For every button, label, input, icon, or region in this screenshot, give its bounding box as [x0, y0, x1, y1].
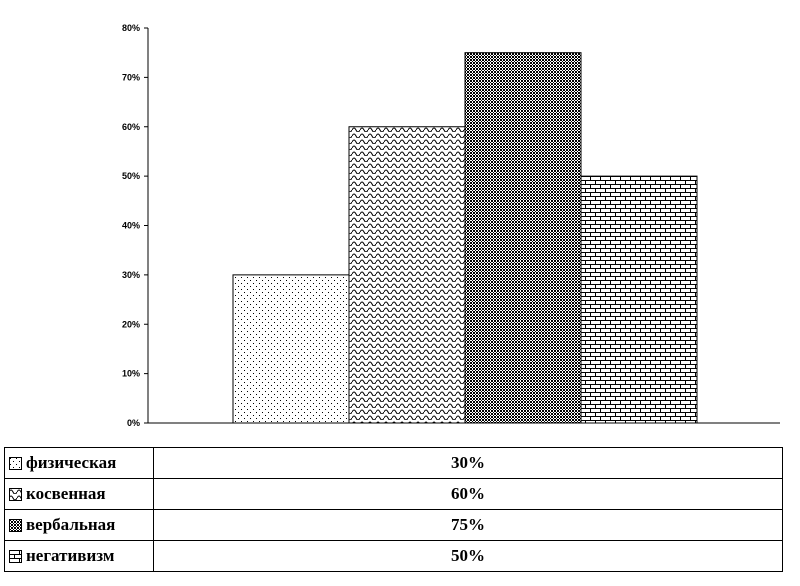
y-tick-label: 10% [122, 369, 140, 379]
y-tick-label: 0% [127, 418, 140, 428]
y-tick-label: 70% [122, 72, 140, 82]
table-row: косвенная 60% [4, 478, 783, 510]
table-row: вербальная 75% [4, 509, 783, 541]
y-tick-label: 80% [122, 23, 140, 33]
legend-cell-verbal: вербальная [4, 509, 154, 541]
row-label: физическая [26, 453, 117, 472]
y-tick-label: 20% [122, 319, 140, 329]
legend-key-dots [9, 456, 22, 470]
row-value: 75% [153, 509, 783, 541]
legend-cell-negativism: негативизм [4, 540, 154, 572]
bar-3 [464, 52, 582, 424]
row-label: негативизм [26, 546, 115, 565]
row-label: вербальная [26, 515, 116, 534]
row-label: косвенная [26, 484, 106, 503]
y-axis-ticks: 0% 10% 20% 30% 40% 50% 60% 70% 80% [122, 23, 148, 428]
bar-4 [580, 175, 698, 424]
data-table: физическая 30% косвенная 60% вербальная … [4, 447, 783, 572]
y-tick-label: 40% [122, 221, 140, 231]
bar-chart: 0% 10% 20% 30% 40% 50% 60% 70% 80% [122, 23, 780, 428]
table-row: физическая 30% [4, 447, 783, 479]
legend-cell-indirect: косвенная [4, 478, 154, 510]
legend-key-bricks [9, 549, 22, 563]
y-tick-label: 60% [122, 122, 140, 132]
row-value: 60% [153, 478, 783, 510]
bars [232, 52, 698, 424]
legend-key-waves [9, 487, 22, 501]
bar-1 [232, 274, 350, 424]
table-row: негативизм 50% [4, 540, 783, 572]
legend-cell-physical: физическая [4, 447, 154, 479]
chart-svg: 0% 10% 20% 30% 40% 50% 60% 70% 80% [122, 23, 780, 428]
y-tick-label: 50% [122, 171, 140, 181]
y-tick-label: 30% [122, 270, 140, 280]
row-value: 30% [153, 447, 783, 479]
legend-key-crosshatch [9, 518, 22, 532]
bar-2 [348, 126, 466, 424]
row-value: 50% [153, 540, 783, 572]
